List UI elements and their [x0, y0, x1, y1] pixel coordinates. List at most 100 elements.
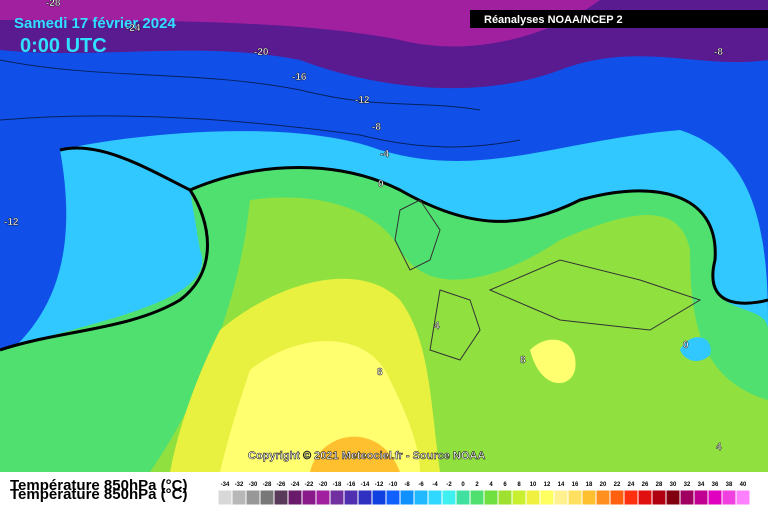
- legend-value: 6: [503, 482, 507, 488]
- legend-value: 4: [489, 482, 493, 488]
- legend-swatch: [539, 489, 555, 506]
- legend-title: Température 850hPa (°C): [10, 477, 187, 494]
- legend-value: -8: [404, 482, 410, 488]
- legend-value: 26: [642, 482, 649, 488]
- legend-swatch: [609, 489, 625, 506]
- legend-swatch: [623, 489, 639, 506]
- legend-value: -18: [333, 482, 342, 488]
- date-title: Samedi 17 février 2024: [14, 15, 176, 32]
- legend-swatch: [343, 489, 359, 506]
- contour-label: -8: [372, 122, 381, 133]
- legend-swatch: [273, 489, 289, 506]
- legend-swatch: [665, 489, 681, 506]
- legend-swatch: [735, 489, 751, 506]
- legend-value: 12: [544, 482, 551, 488]
- legend-swatch: [651, 489, 667, 506]
- legend-value: 38: [726, 482, 733, 488]
- contour-label: 0: [378, 179, 384, 190]
- contour-label: -24: [126, 23, 141, 34]
- legend-swatch: [511, 489, 527, 506]
- legend-swatch: [301, 489, 317, 506]
- legend-swatch: [637, 489, 653, 506]
- contour-label: 4: [434, 321, 440, 332]
- legend-swatch: [469, 489, 485, 506]
- legend-value: -16: [347, 482, 356, 488]
- legend-swatch: [567, 489, 583, 506]
- legend-value: 32: [684, 482, 691, 488]
- legend-swatch: [455, 489, 471, 506]
- legend-swatch: [357, 489, 373, 506]
- legend-value: 40: [740, 482, 747, 488]
- legend-swatch: [707, 489, 723, 506]
- legend-value: 36: [712, 482, 719, 488]
- legend-value: -14: [361, 482, 370, 488]
- legend-value: 30: [670, 482, 677, 488]
- legend-swatch: [231, 489, 247, 506]
- legend-title-shadow: Température 850hPa (°C): [10, 486, 187, 503]
- legend-swatch: [329, 489, 345, 506]
- legend-value: -34: [221, 482, 230, 488]
- contour-label: 8: [377, 367, 383, 378]
- legend-value: 16: [572, 482, 579, 488]
- legend-value: -30: [249, 482, 258, 488]
- legend-swatch: [679, 489, 695, 506]
- legend-swatch: [553, 489, 569, 506]
- legend-value: -10: [389, 482, 398, 488]
- source-banner: [470, 10, 768, 28]
- legend-swatch: [371, 489, 387, 506]
- legend-swatch: [525, 489, 541, 506]
- contour-label: 0: [683, 340, 689, 351]
- source-label: Réanalyses NOAA/NCEP 2: [484, 14, 623, 26]
- legend-value: -6: [418, 482, 424, 488]
- legend-value: -32: [235, 482, 244, 488]
- contour-label: -8: [714, 47, 723, 58]
- legend-swatch: [287, 489, 303, 506]
- legend-swatch: [497, 489, 513, 506]
- legend-swatch: [315, 489, 331, 506]
- legend-value: -4: [432, 482, 438, 488]
- legend-value: 20: [600, 482, 607, 488]
- legend-value: 22: [614, 482, 621, 488]
- legend-value: 8: [517, 482, 521, 488]
- legend-swatch: [413, 489, 429, 506]
- contour-label: 8: [520, 355, 526, 366]
- contour-label: -4: [380, 149, 389, 160]
- legend-swatch: [581, 489, 597, 506]
- legend-value: 24: [628, 482, 635, 488]
- legend-swatch: [385, 489, 401, 506]
- legend-value: 18: [586, 482, 593, 488]
- legend-value: -22: [305, 482, 314, 488]
- legend-value: -12: [375, 482, 384, 488]
- legend-swatch: [721, 489, 737, 506]
- contour-labels: -28 -24 -20 -16 -12 -8 -4 0 -12 -8 4 8 8 0 4: [4, 0, 724, 453]
- contour-label: -20: [254, 47, 269, 58]
- legend-swatch: [245, 489, 261, 506]
- legend-swatch: [427, 489, 443, 506]
- contour-label: 4: [716, 442, 722, 453]
- legend-swatch: [441, 489, 457, 506]
- legend-value: 14: [558, 482, 565, 488]
- color-legend: -34 -32 -30 -28 -26 -24 -22 -20 -18 -16 -14 -12 -10-…: [217, 482, 751, 506]
- legend-swatch: [399, 489, 415, 506]
- time-label: 0:00 UTC: [20, 35, 107, 57]
- legend-value: -28: [263, 482, 272, 488]
- contour-label: -16: [292, 72, 307, 83]
- legend-value: -24: [291, 482, 300, 488]
- contour-label: -12: [4, 217, 19, 228]
- legend-value: -20: [319, 482, 328, 488]
- legend-value: 0: [461, 482, 465, 488]
- legend-value: 34: [698, 482, 705, 488]
- legend-swatch: [483, 489, 499, 506]
- contour-label: -12: [355, 95, 370, 106]
- legend-value: -2: [446, 482, 452, 488]
- legend-value: 2: [475, 482, 479, 488]
- legend-swatch: [595, 489, 611, 506]
- copyright: Copyright © 2021 Meteociel.fr - Source N…: [248, 450, 485, 462]
- legend-swatch: [259, 489, 275, 506]
- contour-label: -28: [46, 0, 61, 9]
- legend-swatch: [693, 489, 709, 506]
- legend-value: -26: [277, 482, 286, 488]
- legend-value: 10: [530, 482, 537, 488]
- legend-value: 28: [656, 482, 663, 488]
